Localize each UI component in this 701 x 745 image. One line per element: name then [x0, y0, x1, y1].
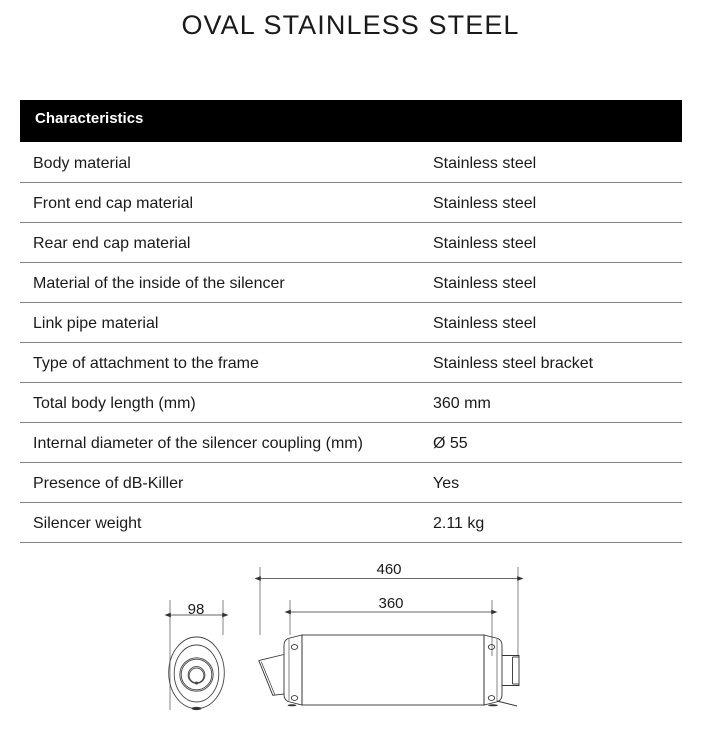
svg-text:98: 98	[188, 601, 205, 618]
svg-text:460: 460	[376, 561, 401, 578]
svg-text:360: 360	[378, 595, 403, 612]
